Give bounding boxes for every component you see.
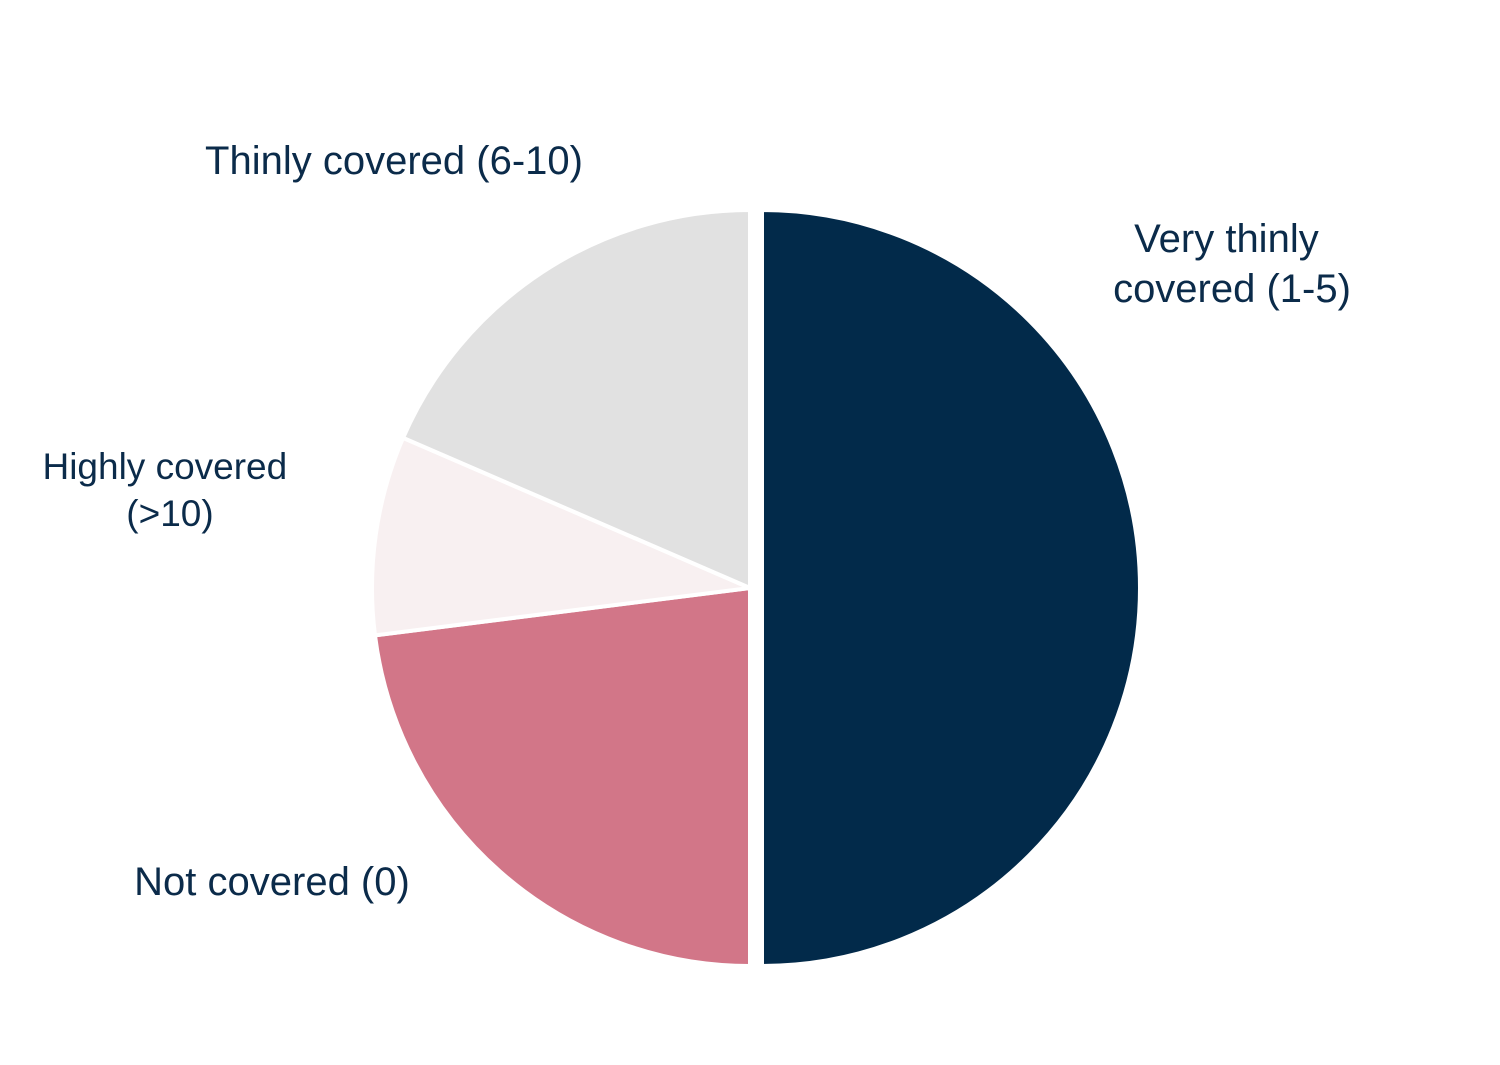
slice-very-thinly-covered <box>760 208 1142 968</box>
label-highly-covered: Highly covered (>10) <box>42 446 297 534</box>
pie-slices <box>370 208 1142 968</box>
label-thinly-covered: Thinly covered (6-10) <box>205 139 583 183</box>
label-very-thinly-covered: Very thinly covered (1-5) <box>1113 217 1351 311</box>
slice-thinly-covered <box>401 208 752 590</box>
slice-not-covered <box>372 586 752 968</box>
slice-highly-covered <box>370 435 752 638</box>
label-not-covered: Not covered (0) <box>134 860 410 904</box>
slice-labels: Very thinly covered (1-5) Not covered (0… <box>42 139 1350 904</box>
